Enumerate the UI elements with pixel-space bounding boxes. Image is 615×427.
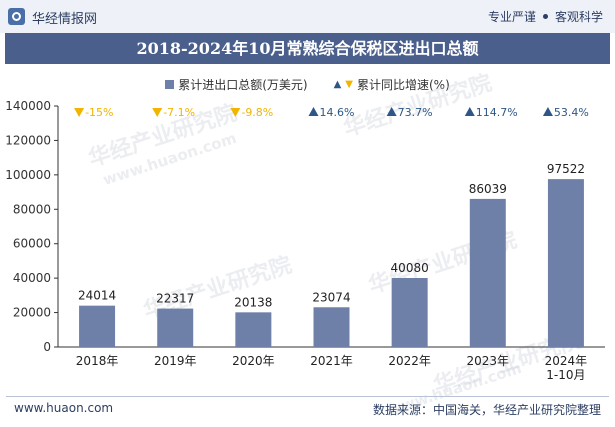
footer-source: 数据来源：中国海关，华经产业研究院整理 (372, 403, 601, 417)
growth-down-marker (230, 108, 241, 118)
y-tick-label: 40000 (13, 271, 51, 285)
tagline-right: 客观科学 (554, 10, 603, 24)
growth-up-marker (464, 107, 475, 117)
growth-down-marker (74, 108, 85, 118)
x-tick-label: 2024年 (545, 354, 588, 368)
growth-label: 53.4% (554, 106, 589, 119)
bar (469, 198, 506, 347)
y-tick-label: 80000 (13, 202, 51, 216)
x-tick-label: 2021年 (310, 354, 353, 368)
growth-down-marker (152, 108, 163, 118)
tagline-left: 专业严谨 (487, 10, 536, 24)
x-tick-label: 1-10月 (546, 368, 585, 382)
triangle-down-icon: ▼ (345, 78, 353, 90)
triangle-up-icon: ▲ (333, 78, 342, 90)
growth-label: 14.6% (320, 106, 355, 119)
growth-label: -15% (85, 106, 113, 119)
bar-value-label: 20138 (234, 295, 272, 309)
bar-value-label: 86039 (469, 182, 507, 196)
bar-value-label: 22317 (156, 292, 194, 306)
legend-label-growth: 累计同比增速(%) (357, 77, 450, 92)
footer-divider (6, 396, 609, 397)
legend-bar-swatch-icon (165, 79, 175, 89)
y-tick-label: 100000 (5, 168, 51, 182)
x-tick-label: 2019年 (154, 354, 197, 368)
tagline-dot-icon (542, 14, 548, 19)
growth-label: 114.7% (476, 106, 518, 119)
bar-value-label: 97522 (547, 162, 585, 176)
legend-item-growth: ▲ ▼ 累计同比增速(%) (334, 76, 450, 92)
footer-website: www.huaon.com (14, 401, 114, 415)
y-tick-label: 60000 (13, 237, 51, 251)
chart-legend: 累计进出口总额(万美元) ▲ ▼ 累计同比增速(%) (0, 76, 615, 92)
bar (313, 307, 350, 347)
x-tick-label: 2020年 (232, 354, 275, 368)
y-tick-label: 140000 (5, 99, 51, 113)
bar (79, 305, 116, 347)
x-tick-label: 2023年 (467, 354, 510, 368)
bar (235, 312, 272, 347)
growth-up-marker (542, 107, 553, 117)
growth-label: -7.1% (163, 106, 195, 119)
bar-value-label: 24014 (78, 289, 116, 303)
growth-label: 73.7% (398, 106, 433, 119)
growth-up-marker (308, 107, 319, 117)
legend-label-total: 累计进出口总额(万美元) (178, 77, 308, 92)
chart-title: 2018-2024年10月常熟综合保税区进出口总额 (5, 33, 610, 64)
y-tick-label: 20000 (13, 306, 51, 320)
bar-value-label: 23074 (312, 290, 350, 304)
bar (157, 308, 194, 347)
bar (547, 179, 584, 347)
legend-item-total: 累计进出口总额(万美元) (165, 76, 308, 92)
growth-up-marker (386, 107, 397, 117)
y-tick-label: 0 (43, 340, 51, 354)
bar (391, 278, 428, 347)
x-tick-label: 2018年 (76, 354, 119, 368)
growth-label: -9.8% (241, 106, 273, 119)
logo-icon (8, 8, 25, 25)
tagline: 专业严谨 客观科学 (488, 8, 603, 25)
brand-name: 华经情报网 (32, 12, 98, 27)
y-tick-label: 120000 (5, 133, 51, 147)
x-tick-label: 2022年 (388, 354, 431, 368)
top-bar: 华经情报网 专业严谨 客观科学 (0, 0, 615, 33)
bar-value-label: 40080 (391, 261, 429, 275)
